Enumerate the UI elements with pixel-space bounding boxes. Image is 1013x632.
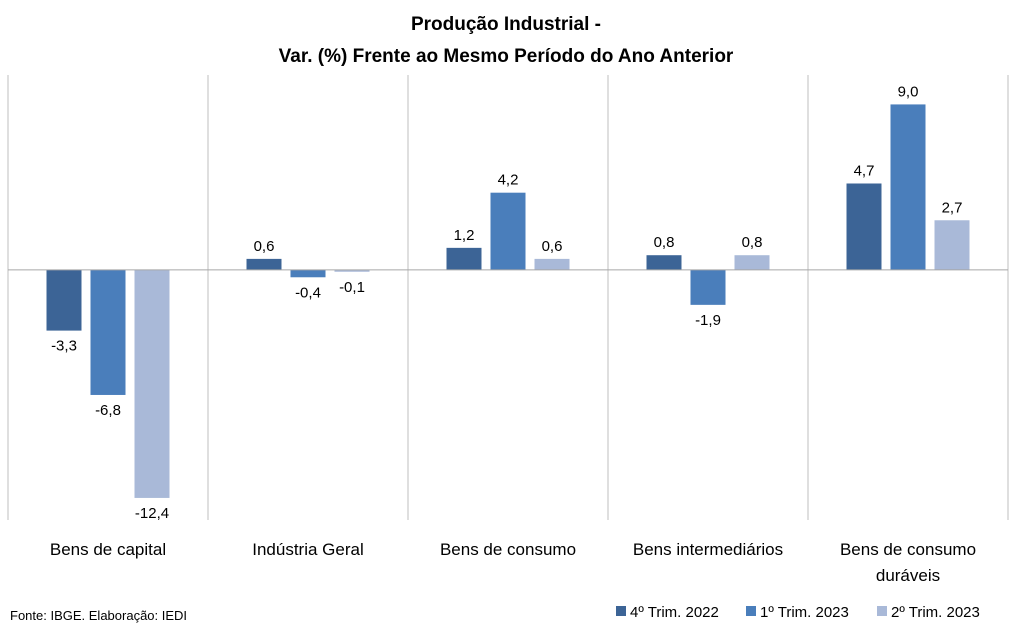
data-label: -0,4 (295, 284, 321, 301)
legend-swatch (746, 606, 756, 616)
data-label: 1,2 (454, 227, 475, 244)
bar (846, 183, 882, 270)
category-label: Bens intermediários (633, 540, 783, 559)
category-label: duráveis (876, 566, 940, 585)
data-label: 0,8 (654, 234, 675, 251)
category-label: Bens de consumo (840, 540, 976, 559)
bar (890, 104, 926, 270)
bar (290, 269, 326, 278)
plot-area: -3,3 0,6 1,2 0,8 4,7 -6,8 -0,4 4,2 -1,9 9,0 -12,4 -… (7, 75, 1009, 585)
data-label: 4,7 (854, 162, 875, 179)
legend-swatch (877, 606, 887, 616)
bar (446, 247, 482, 270)
bar (490, 192, 526, 270)
legend: 4º Trim. 2022 1º Trim. 2023 2º Trim. 2023 (616, 604, 980, 621)
bar (934, 220, 970, 270)
category-label: Bens de consumo (440, 540, 576, 559)
data-label: -6,8 (95, 402, 121, 419)
bar (734, 255, 770, 270)
bar (246, 258, 282, 270)
bar (334, 269, 370, 272)
data-label: 0,6 (542, 238, 563, 255)
chart-title-line2: Var. (%) Frente ao Mesmo Período do Ano … (279, 46, 734, 67)
data-label: -12,4 (135, 505, 169, 522)
data-label: 0,6 (254, 238, 275, 255)
bar (134, 269, 170, 498)
legend-label: 4º Trim. 2022 (630, 604, 719, 621)
category-label: Bens de capital (50, 540, 166, 559)
bar (46, 269, 82, 331)
bar (690, 269, 726, 305)
bar (90, 269, 126, 395)
bar (534, 258, 570, 270)
data-label: -1,9 (695, 312, 721, 329)
data-label: -3,3 (51, 338, 77, 355)
source-note: Fonte: IBGE. Elaboração: IEDI (10, 608, 187, 623)
data-label: 4,2 (498, 172, 519, 189)
data-label: 0,8 (742, 234, 763, 251)
chart-title-line1: Produção Industrial - (411, 14, 601, 35)
data-label: 9,0 (898, 83, 919, 100)
legend-label: 2º Trim. 2023 (891, 604, 980, 621)
category-label: Indústria Geral (252, 540, 364, 559)
data-label: -0,1 (339, 279, 365, 296)
legend-label: 1º Trim. 2023 (760, 604, 849, 621)
legend-swatch (616, 606, 626, 616)
data-label: 2,7 (942, 199, 963, 216)
bar (646, 255, 682, 270)
